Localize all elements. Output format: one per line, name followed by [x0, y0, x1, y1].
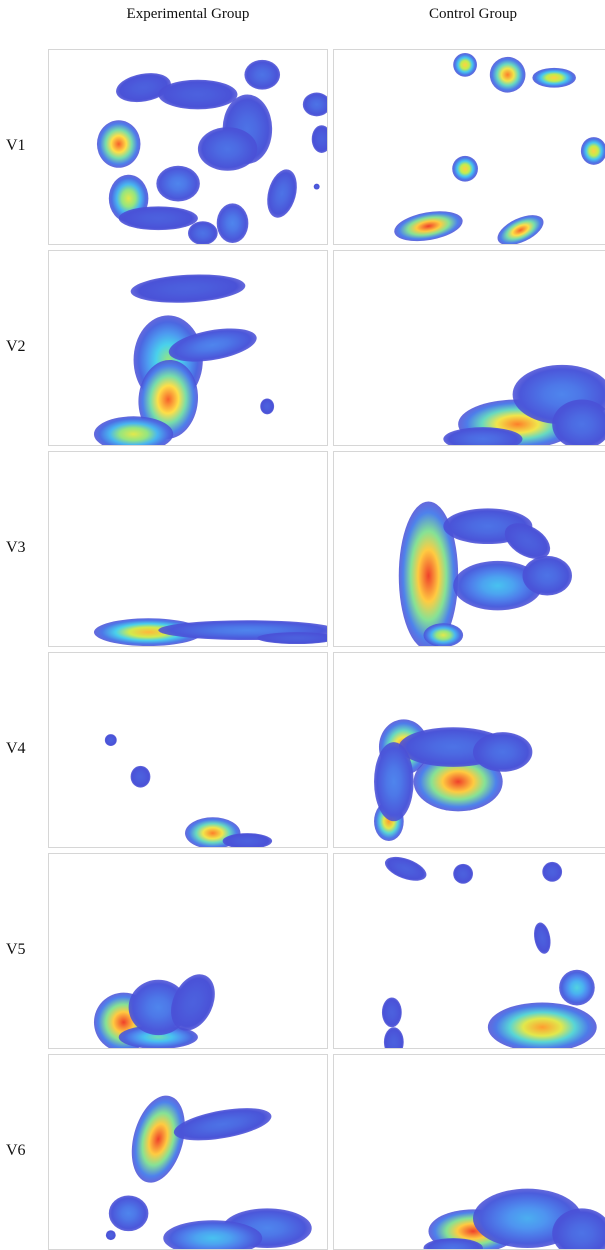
- heat-blob: [171, 974, 215, 1031]
- heat-blob: [542, 861, 563, 882]
- heatmap-svg: [394, 52, 605, 244]
- heat-blob: [559, 969, 595, 1006]
- heat-blob: [130, 765, 151, 788]
- heatmap-panel-v3-control: [333, 451, 605, 647]
- heatmap-panel-v5-control: [333, 853, 605, 1049]
- heatmap-svg: [104, 734, 273, 847]
- heat-blob: [423, 1238, 483, 1249]
- heat-blob: [489, 56, 526, 93]
- heat-blob: [168, 328, 257, 362]
- heat-blob: [552, 399, 605, 445]
- heat-blob: [244, 59, 281, 90]
- heatmap-panel-v6-experimental: [48, 1054, 328, 1250]
- heat-blob: [374, 742, 414, 822]
- heatmap-svg: [374, 719, 533, 842]
- heat-blob: [197, 127, 258, 171]
- heat-blob: [580, 137, 605, 165]
- heat-blob: [394, 211, 463, 242]
- heatmap-svg: [443, 364, 605, 445]
- heat-blob: [473, 732, 533, 772]
- heat-blob: [105, 1230, 116, 1241]
- heat-blob: [130, 274, 246, 303]
- heatmap-panel-v6-control: [333, 1054, 605, 1250]
- heat-blob: [313, 183, 320, 190]
- heatmap-svg: [105, 1095, 312, 1249]
- heat-blob: [453, 52, 477, 77]
- col-header-experimental: Experimental Group: [126, 6, 250, 22]
- heat-blob: [532, 67, 576, 88]
- heatmap-panel-v1-experimental: [48, 49, 328, 245]
- heat-blob: [131, 1095, 185, 1183]
- heatmap-panel-v5-experimental: [48, 853, 328, 1049]
- heatmap-svg: [381, 856, 597, 1048]
- heatmap-panel-v3-experimental: [48, 451, 328, 647]
- heat-blob: [173, 1108, 272, 1141]
- heat-blob: [156, 165, 200, 202]
- heatmap-svg: [96, 59, 327, 244]
- heatmap-svg: [398, 501, 572, 646]
- row-label-v2: V2: [6, 338, 26, 355]
- heat-blob: [188, 221, 218, 244]
- heat-blob: [487, 1002, 597, 1048]
- heatmap-panel-v2-control: [333, 250, 605, 446]
- heat-blob: [443, 427, 523, 445]
- heatmap-svg: [93, 274, 275, 445]
- row-label-v3: V3: [6, 539, 26, 556]
- heat-blob: [118, 206, 198, 231]
- heat-blob: [552, 1208, 605, 1249]
- heat-blob: [383, 1027, 404, 1048]
- heat-blob: [302, 92, 327, 117]
- heat-blob: [452, 155, 478, 182]
- heat-blob: [118, 1025, 198, 1048]
- row-label-v4: V4: [6, 740, 26, 757]
- heatmap-panel-v4-experimental: [48, 652, 328, 848]
- heat-blob: [158, 79, 238, 110]
- heat-blob: [497, 215, 544, 244]
- heat-blob: [384, 856, 427, 881]
- heat-blob: [534, 922, 551, 954]
- col-header-control: Control Group: [429, 6, 517, 22]
- row-label-v1: V1: [6, 137, 26, 154]
- heat-blob: [104, 734, 117, 747]
- heat-blob: [96, 120, 141, 168]
- heatmap-panel-v1-control: [333, 49, 605, 245]
- heat-blob: [93, 416, 174, 445]
- heat-blob: [398, 501, 459, 646]
- heat-blob: [116, 73, 171, 103]
- heat-blob: [260, 398, 275, 415]
- heat-blob: [381, 997, 402, 1028]
- heatmap-svg: [423, 1188, 605, 1249]
- heat-blob: [423, 623, 464, 646]
- heat-blob: [504, 523, 551, 559]
- row-label-v5: V5: [6, 941, 26, 958]
- heat-blob: [311, 125, 327, 153]
- heat-blob: [413, 751, 503, 812]
- heat-blob: [222, 833, 273, 847]
- heatmap-svg: [93, 618, 327, 646]
- heatmap-panel-v2-experimental: [48, 250, 328, 446]
- row-label-v6: V6: [6, 1142, 26, 1159]
- heat-blob: [163, 1220, 263, 1249]
- heatmap-svg: [93, 974, 215, 1048]
- heat-blob: [216, 203, 249, 244]
- heat-blob: [522, 555, 572, 596]
- heatmap-panel-v4-control: [333, 652, 605, 848]
- heat-blob: [257, 632, 327, 645]
- heat-blob: [267, 169, 297, 218]
- heat-blob: [453, 863, 473, 884]
- heat-blob: [453, 560, 543, 611]
- heat-blob: [108, 1195, 149, 1232]
